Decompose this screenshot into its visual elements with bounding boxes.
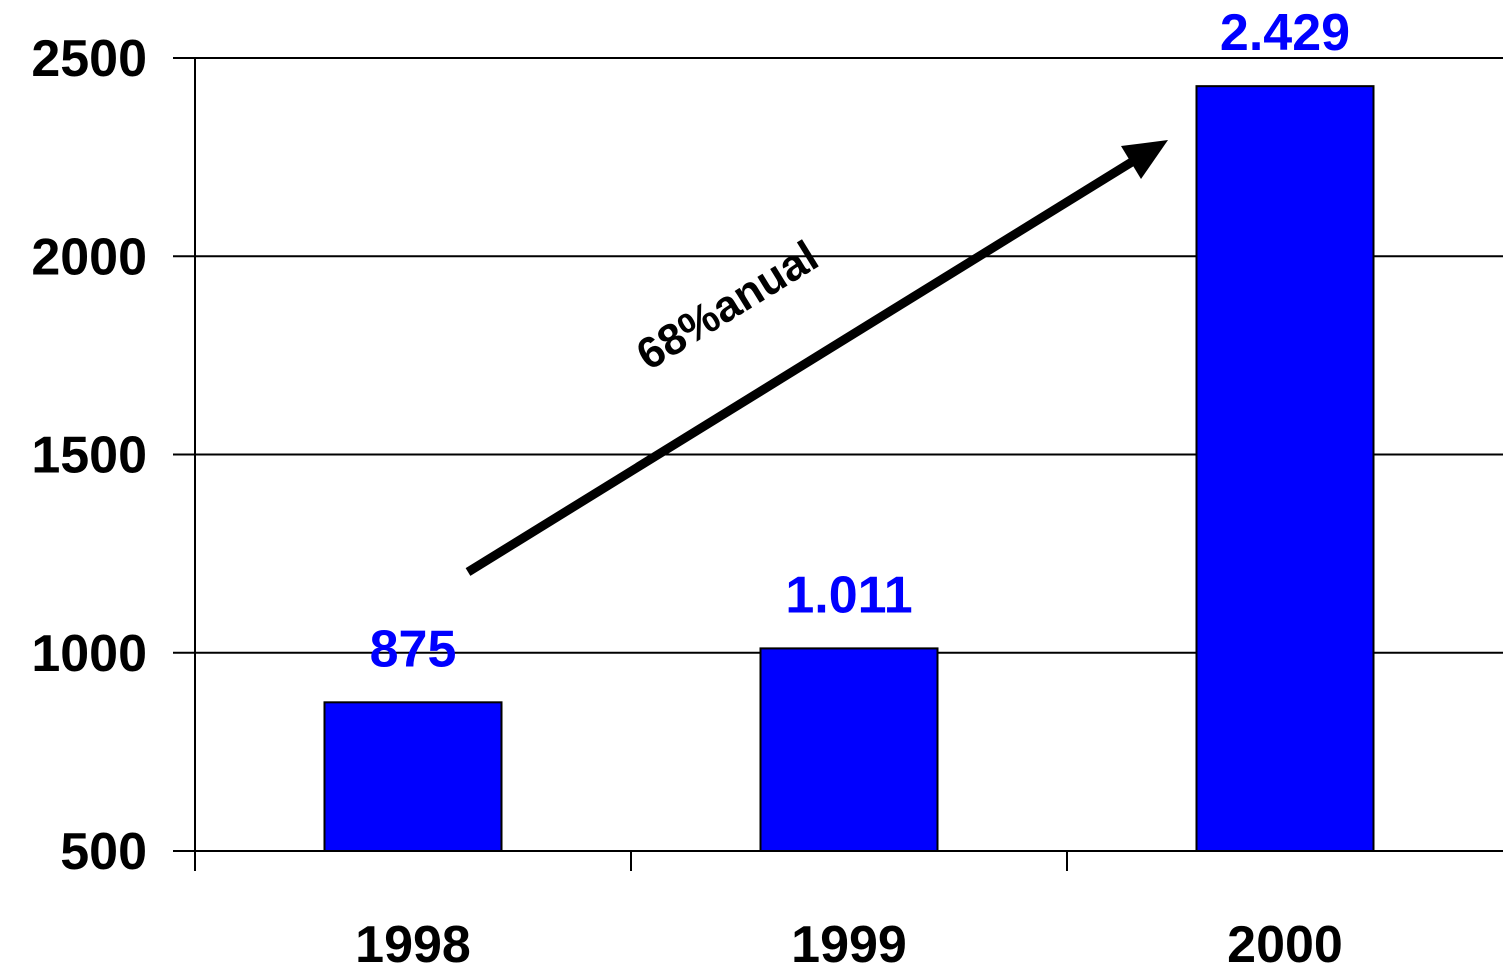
bar-2000 (1195, 85, 1375, 853)
bar-1999 (759, 647, 939, 852)
arrow-head-icon (1121, 140, 1168, 179)
bar-1998 (323, 701, 503, 852)
x-tick-label-1998: 1998 (355, 916, 471, 969)
x-tick-label-1999: 1999 (791, 916, 907, 969)
axes: 500 1000 1500 2000 2500 1998 1999 2000 (31, 30, 1503, 969)
growth-annotation-label: 68%anual (628, 231, 826, 379)
growth-annotation: 68%anual (465, 140, 1168, 576)
y-tick-label-1000: 1000 (31, 625, 147, 683)
growth-arrow (465, 156, 1138, 576)
data-label-1998: 875 (370, 620, 457, 678)
y-tick-label-1500: 1500 (31, 427, 147, 485)
data-label-1999: 1.011 (785, 566, 912, 624)
labels: 875 1.011 2.429 (370, 4, 1350, 678)
y-tick-label-2000: 2000 (31, 228, 147, 286)
y-tick-label-2500: 2500 (31, 30, 147, 88)
x-tick-label-2000: 2000 (1227, 916, 1343, 969)
bars (323, 85, 1375, 853)
data-label-2000: 2.429 (1220, 4, 1350, 62)
y-tick-label-500: 500 (60, 823, 147, 881)
